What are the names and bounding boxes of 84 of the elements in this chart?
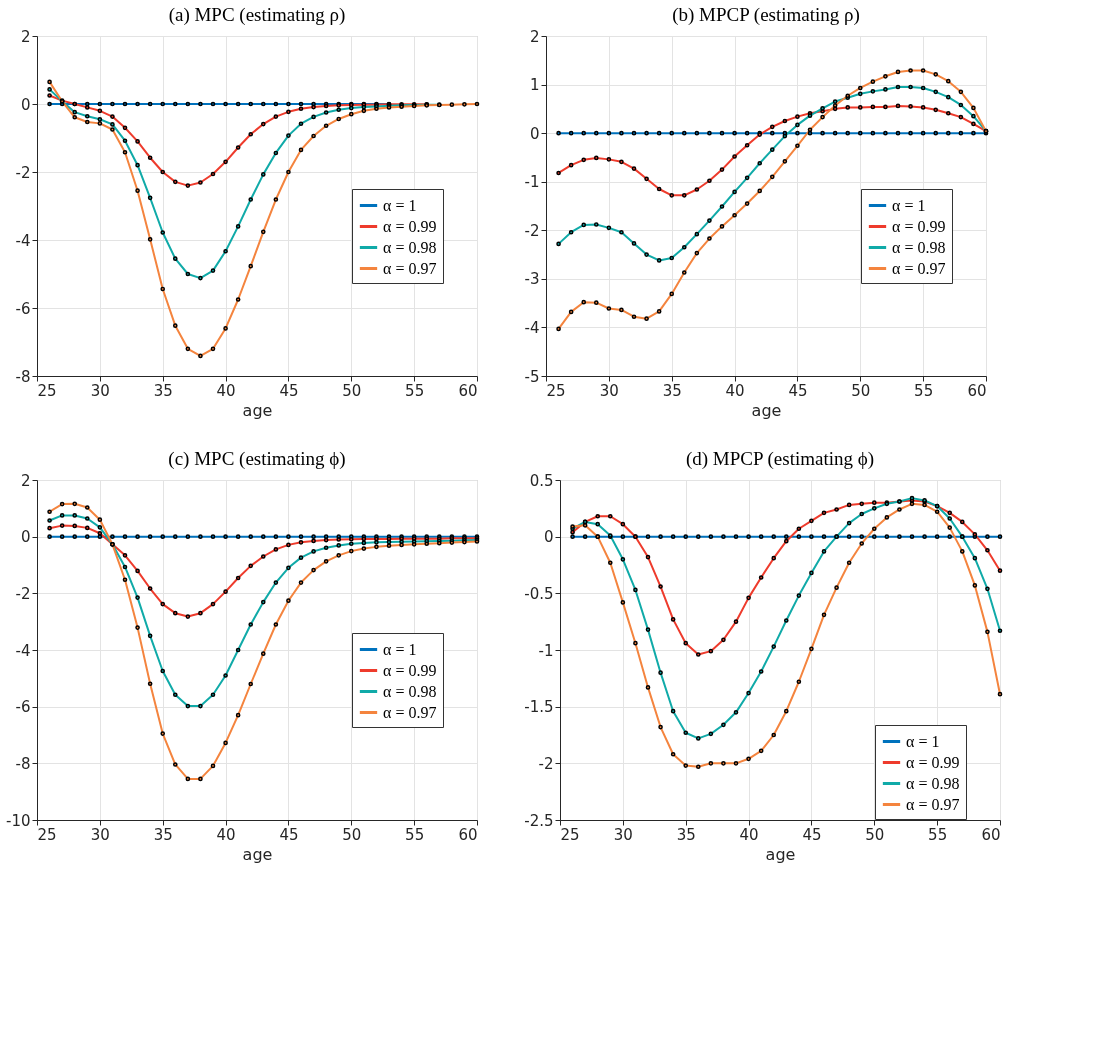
x-tick-label: 55	[928, 825, 948, 844]
x-tick-label: 25	[560, 825, 580, 844]
y-tick-label: 2	[529, 27, 540, 46]
x-tick-label: 45	[279, 381, 299, 400]
chart-title: (c) MPC (estimating ϕ)	[168, 448, 346, 470]
x-tick-label: 40	[739, 825, 759, 844]
y-tick-label: -2	[15, 163, 31, 182]
x-tick-label: 30	[599, 381, 619, 400]
x-tick-label: 60	[458, 381, 478, 400]
chart-title: (a) MPC (estimating ρ)	[168, 4, 346, 26]
x-axis-title: age	[751, 400, 782, 420]
legend-label: α = 0.99	[892, 217, 946, 235]
x-tick-label: 50	[851, 381, 871, 400]
chart-title: (d) MPCP (estimating ϕ)	[685, 448, 875, 470]
y-tick-label: -0.5	[524, 584, 554, 603]
legend-label: α = 1	[892, 196, 926, 214]
legend-label: α = 0.98	[906, 774, 960, 792]
x-tick-label: 30	[90, 825, 110, 844]
y-tick-label: -4	[15, 231, 31, 250]
x-tick-label: 35	[153, 825, 173, 844]
y-tick-label: -1.5	[524, 698, 554, 717]
y-tick-label: 0.5	[529, 471, 554, 490]
y-tick-label: -2	[538, 754, 554, 773]
y-tick-label: -10	[6, 811, 31, 830]
legend-label: α = 1	[383, 196, 417, 214]
x-tick-label: 25	[37, 825, 57, 844]
x-tick-label: 45	[802, 825, 822, 844]
x-tick-label: 40	[216, 381, 236, 400]
x-tick-label: 50	[342, 381, 362, 400]
legend-label: α = 0.97	[383, 259, 437, 277]
y-tick-label: 0	[20, 528, 31, 547]
legend-label: α = 0.97	[892, 259, 946, 277]
x-tick-label: 45	[788, 381, 808, 400]
y-tick-label: 0	[543, 528, 554, 547]
x-tick-label: 60	[967, 381, 987, 400]
y-tick-label: 2	[20, 27, 31, 46]
x-tick-label: 55	[914, 381, 934, 400]
x-tick-label: 35	[662, 381, 682, 400]
y-tick-label: 1	[529, 76, 540, 95]
legend-label: α = 1	[383, 640, 417, 658]
x-axis-title: age	[242, 400, 273, 420]
x-tick-label: 40	[725, 381, 745, 400]
x-tick-label: 40	[216, 825, 236, 844]
chart-title: (b) MPCP (estimating ρ)	[672, 4, 860, 26]
x-tick-label: 35	[153, 381, 173, 400]
y-tick-label: -1	[524, 173, 540, 192]
legend-label: α = 0.98	[383, 238, 437, 256]
y-tick-label: -6	[15, 698, 31, 717]
y-tick-label: -8	[15, 754, 31, 773]
y-tick-label: 0	[529, 124, 540, 143]
y-tick-label: -3	[524, 270, 540, 289]
x-tick-label: 30	[613, 825, 633, 844]
y-tick-label: -6	[15, 299, 31, 318]
x-tick-label: 50	[865, 825, 885, 844]
x-tick-label: 25	[37, 381, 57, 400]
legend-label: α = 0.99	[383, 217, 437, 235]
legend-label: α = 0.98	[892, 238, 946, 256]
legend-label: α = 0.98	[383, 682, 437, 700]
y-tick-label: 2	[20, 471, 31, 490]
y-tick-label: -4	[15, 641, 31, 660]
x-axis-title: age	[242, 844, 273, 864]
y-tick-label: -2.5	[524, 811, 554, 830]
y-tick-label: -2	[524, 221, 540, 240]
y-tick-label: -1	[538, 641, 554, 660]
x-tick-label: 45	[279, 825, 299, 844]
x-tick-label: 60	[981, 825, 1001, 844]
y-tick-label: -4	[524, 318, 540, 337]
legend-label: α = 0.97	[906, 795, 960, 813]
x-axis-title: age	[765, 844, 796, 864]
legend-label: α = 1	[906, 732, 940, 750]
x-tick-label: 35	[676, 825, 696, 844]
x-tick-label: 50	[342, 825, 362, 844]
x-tick-label: 55	[405, 825, 425, 844]
x-tick-label: 30	[90, 381, 110, 400]
y-tick-label: 0	[20, 95, 31, 114]
x-tick-label: 25	[546, 381, 566, 400]
y-tick-label: -5	[524, 367, 540, 386]
x-tick-label: 60	[458, 825, 478, 844]
x-tick-label: 55	[405, 381, 425, 400]
legend-label: α = 0.97	[383, 703, 437, 721]
legend-label: α = 0.99	[906, 753, 960, 771]
legend-label: α = 0.99	[383, 661, 437, 679]
y-tick-label: -8	[15, 367, 31, 386]
y-tick-label: -2	[15, 584, 31, 603]
